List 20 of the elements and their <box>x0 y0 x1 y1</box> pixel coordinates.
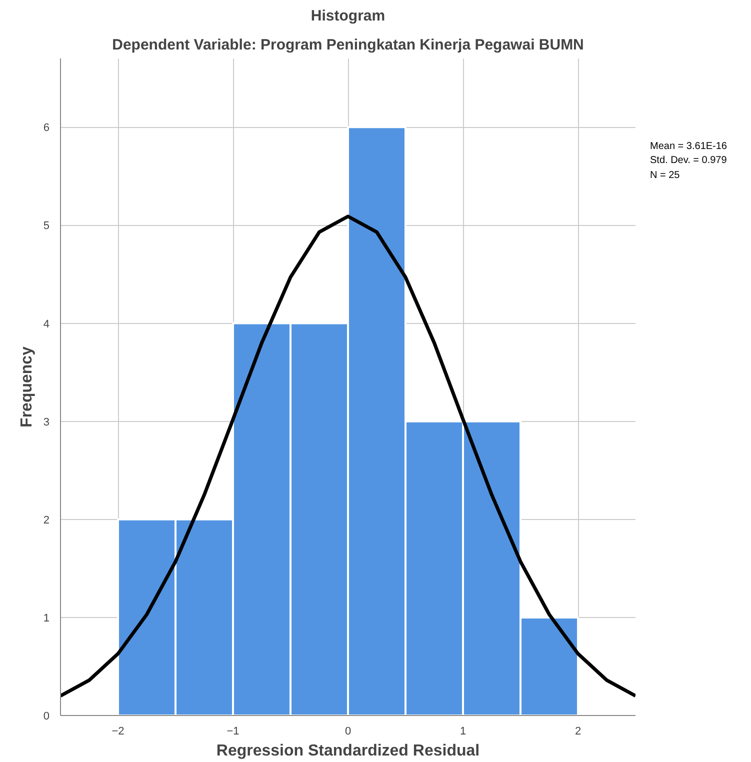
y-axis-title: Frequency <box>18 346 36 428</box>
x-tick-label: 2 <box>574 726 582 738</box>
text: N = 25 <box>650 168 681 183</box>
y-tick-label: 2 <box>43 514 50 526</box>
x-axis-title: Regression Standardized Residual <box>216 742 480 760</box>
y-tick-label: 4 <box>43 318 50 330</box>
y-tick-label: 6 <box>43 122 50 134</box>
y-tick-label: 1 <box>43 612 50 624</box>
y-tick-label: 5 <box>43 220 50 232</box>
chart-title: Histogram <box>310 8 386 24</box>
text: Std. Dev. = 0.979 <box>650 154 727 168</box>
chart-subtitle: Dependent Variable: Program Peningkatan Kinerja Pegawai BUMN <box>112 36 584 54</box>
x-tick-label: −1 <box>226 726 240 738</box>
x-tick-label: 1 <box>460 726 466 738</box>
line-series <box>60 214 636 698</box>
x-tick-label: 0 <box>344 726 352 738</box>
y-tick-label: 3 <box>43 416 50 428</box>
x-tick-label: −2 <box>112 726 124 738</box>
text: Mean = 3.61E-16 <box>650 140 727 154</box>
y-tick-label: 0 <box>43 710 50 722</box>
